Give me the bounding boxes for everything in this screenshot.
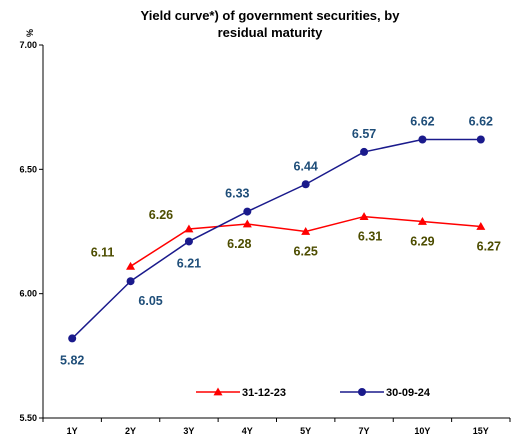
data-point-marker	[126, 277, 135, 286]
data-label: 6.05	[138, 294, 162, 308]
data-label: 5.82	[60, 353, 84, 367]
data-point-marker	[68, 334, 77, 343]
data-labels-layer: 6.11 6.26 6.28 6.25 6.31 6.29 6.27 5.82 6.05 6.21…	[60, 114, 501, 367]
legend-entry: 31-12-23	[196, 387, 286, 399]
data-point-marker	[359, 212, 369, 220]
chart-title-line-2: residual maturity	[218, 25, 324, 40]
chart-title-line-1: Yield curve*) of government securities, …	[141, 8, 401, 23]
y-axis-unit-label: %	[25, 29, 35, 37]
x-tick-label: 1Y	[67, 426, 78, 436]
legend-swatch-marker	[358, 388, 366, 396]
data-point-marker	[242, 219, 252, 228]
data-point-marker	[418, 135, 427, 144]
series-layer	[68, 135, 486, 343]
legend-entry: 30-09-24	[340, 387, 431, 399]
legend-label: 30-09-24	[386, 387, 431, 399]
axes: 5.50 6.00 6.50 7.00 1Y 2Y 3Y 4Y 5Y 7Y 10Y 15Y	[19, 40, 511, 436]
y-tick-label: 5.50	[19, 413, 37, 423]
x-tick-label: 4Y	[242, 426, 253, 436]
x-tick-label: 15Y	[473, 426, 489, 436]
x-tick-label: 10Y	[414, 426, 430, 436]
data-point-marker	[417, 217, 427, 225]
x-tick-label: 2Y	[125, 426, 136, 436]
data-label: 6.57	[352, 127, 376, 141]
data-point-marker	[126, 261, 136, 270]
data-label: 6.27	[477, 240, 501, 254]
data-point-marker	[476, 135, 485, 144]
data-label: 6.33	[225, 187, 249, 201]
x-tick-label: 7Y	[359, 426, 370, 436]
y-tick-label: 6.50	[19, 164, 37, 174]
data-label: 6.62	[410, 114, 434, 128]
data-point-marker	[184, 224, 194, 233]
data-label: 6.26	[149, 208, 173, 222]
y-tick-label: 6.00	[19, 289, 37, 299]
series-line	[71, 138, 481, 339]
data-label: 6.21	[177, 256, 201, 270]
data-label: 6.28	[227, 237, 251, 251]
data-label: 6.29	[410, 235, 434, 249]
series-30-09-24	[68, 135, 485, 343]
y-tick-label: 7.00	[19, 40, 37, 50]
data-point-marker	[243, 207, 252, 216]
x-tick-label: 3Y	[183, 426, 194, 436]
data-point-marker	[301, 180, 310, 189]
data-label: 6.25	[294, 245, 318, 259]
data-point-marker	[476, 222, 486, 230]
series-31-12-23	[126, 212, 486, 270]
legend-label: 31-12-23	[242, 387, 286, 399]
legend-swatch-marker	[213, 387, 223, 396]
data-point-marker	[301, 227, 311, 235]
data-label: 6.62	[469, 114, 493, 128]
legend: 31-12-23 30-09-24	[196, 387, 431, 399]
x-tick-label: 5Y	[300, 426, 311, 436]
data-label: 6.44	[294, 159, 318, 173]
data-point-marker	[360, 147, 369, 156]
data-label: 6.31	[358, 230, 382, 244]
data-point-marker	[184, 237, 193, 246]
data-label: 6.11	[91, 245, 115, 259]
